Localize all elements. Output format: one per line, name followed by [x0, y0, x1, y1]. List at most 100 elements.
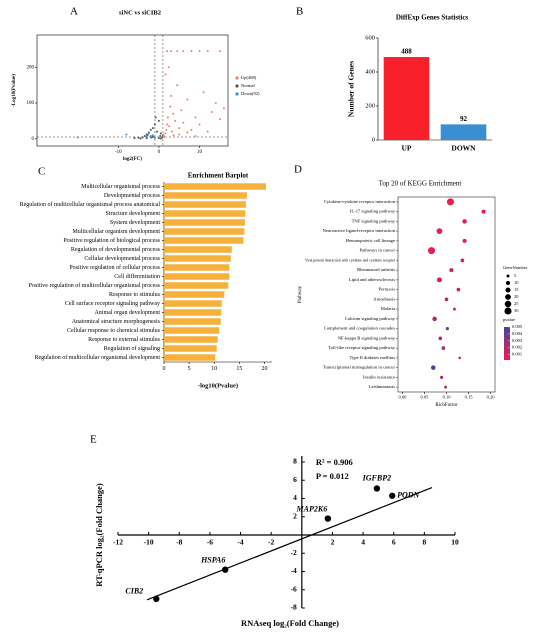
y-tick-label: Regulation of developmental process — [71, 246, 161, 253]
legend-marker — [504, 300, 512, 308]
x-tick-label: -4 — [237, 538, 243, 547]
x-tick-label: 0 — [158, 150, 161, 155]
data-point — [324, 515, 332, 522]
dot — [446, 198, 455, 206]
data-point — [151, 134, 154, 137]
dot — [481, 209, 486, 214]
y-tick-label: 200 — [365, 102, 375, 109]
dot — [444, 297, 449, 302]
data-point — [147, 132, 150, 135]
data-point — [206, 50, 209, 53]
bar — [164, 237, 244, 244]
data-point — [153, 595, 160, 603]
x-axis-label: -log10(Pvalue) — [198, 382, 238, 389]
legend-label: 30 — [514, 308, 519, 313]
bar — [164, 354, 216, 361]
y-tick-label: Viral protein interaction with cytokine … — [305, 257, 395, 262]
y-tick-label: Positive regulation of multicellular org… — [29, 282, 161, 289]
y-tick-label: 2 — [293, 511, 297, 520]
y-tick-label: 8 — [293, 457, 297, 466]
y-tick-label: Toll-like receptor signaling pathway — [328, 345, 395, 350]
data-point — [141, 136, 144, 139]
chart-title: Enrichment Barplot — [188, 172, 249, 180]
annotation: R² = 0.906 — [316, 457, 353, 467]
bar — [164, 309, 222, 316]
bar — [164, 255, 231, 262]
data-point — [198, 123, 201, 126]
dot — [436, 277, 442, 283]
point-label: IGFBP2 — [362, 473, 391, 482]
data-point — [149, 134, 152, 137]
legend-label: 0.004 — [512, 331, 523, 336]
data-point — [159, 132, 162, 135]
y-tick-label: Structure development — [106, 211, 161, 217]
data-point — [176, 50, 179, 53]
data-point — [161, 136, 164, 139]
y-tick-label: Amoebiasis — [373, 296, 395, 301]
data-point — [170, 94, 173, 97]
y-tick-label: Cellular response to chemical stimulus — [67, 328, 161, 334]
legend-label: Up(488) — [241, 75, 257, 80]
data-point — [210, 110, 213, 113]
data-point — [125, 133, 128, 136]
data-point — [170, 130, 173, 133]
y-tick-label: Malaria — [381, 306, 395, 311]
y-tick-label: Leishmaniasis — [369, 384, 395, 389]
x-tick-label: 10 — [211, 366, 217, 372]
legend-label: 25 — [514, 301, 519, 306]
bar — [164, 264, 230, 271]
y-tick-label: Positive regulation of biological proces… — [63, 237, 160, 244]
data-point — [218, 118, 221, 121]
legend-label: 0.003 — [512, 338, 523, 343]
dot — [460, 258, 465, 263]
panel-label: A — [70, 6, 78, 18]
legend-label: 0.001 — [512, 352, 522, 357]
data-point — [166, 50, 169, 53]
y-tick-label: Cell differentiation — [114, 273, 160, 280]
data-point — [198, 50, 201, 53]
y-tick-label: Anatomical structure morphogenesis — [72, 319, 161, 325]
data-point — [222, 107, 225, 110]
dot — [449, 268, 454, 273]
bar — [164, 300, 222, 307]
y-tick-label: System development — [110, 220, 160, 226]
dot — [462, 219, 467, 224]
legend-label: 0.002 — [512, 345, 522, 350]
x-tick-label: -10 — [144, 538, 154, 547]
y-tick-label: -4 — [291, 566, 297, 575]
x-tick-label: 10 — [197, 150, 203, 155]
x-tick-label: 10 — [451, 538, 459, 547]
y-tick-label: Multicellular organismal process — [81, 184, 161, 190]
y-tick-label: Response to stimulus — [109, 292, 161, 298]
x-tick-label: 15 — [236, 366, 242, 372]
data-point — [133, 137, 136, 140]
y-tick-label: -8 — [291, 603, 297, 612]
y-tick-label: Developmental process — [104, 193, 161, 199]
x-tick-label: -6 — [207, 538, 213, 547]
data-point — [176, 84, 179, 87]
data-point — [157, 119, 160, 122]
bar — [164, 318, 221, 325]
legend-title: pvalue — [503, 317, 515, 322]
data-point — [182, 121, 185, 124]
data-point — [155, 130, 158, 133]
data-point — [172, 134, 175, 137]
x-tick-label: 4 — [361, 538, 365, 547]
x-tick-label: DOWN — [451, 144, 476, 153]
y-tick-label: IL-17 signaling pathway — [350, 209, 396, 214]
x-tick-label: 0 — [163, 366, 166, 372]
data-point — [166, 116, 169, 119]
x-tick-label: 6 — [392, 538, 396, 547]
data-point — [145, 137, 148, 140]
plot-frame — [397, 196, 496, 393]
legend-label: 5 — [514, 273, 517, 278]
legend-marker — [505, 294, 511, 300]
legend-marker — [505, 280, 511, 286]
bar — [164, 291, 225, 298]
data-point — [190, 50, 193, 53]
dot — [462, 238, 467, 243]
data-point — [194, 116, 197, 119]
y-tick-label: 600 — [365, 34, 375, 41]
dot — [436, 228, 443, 235]
